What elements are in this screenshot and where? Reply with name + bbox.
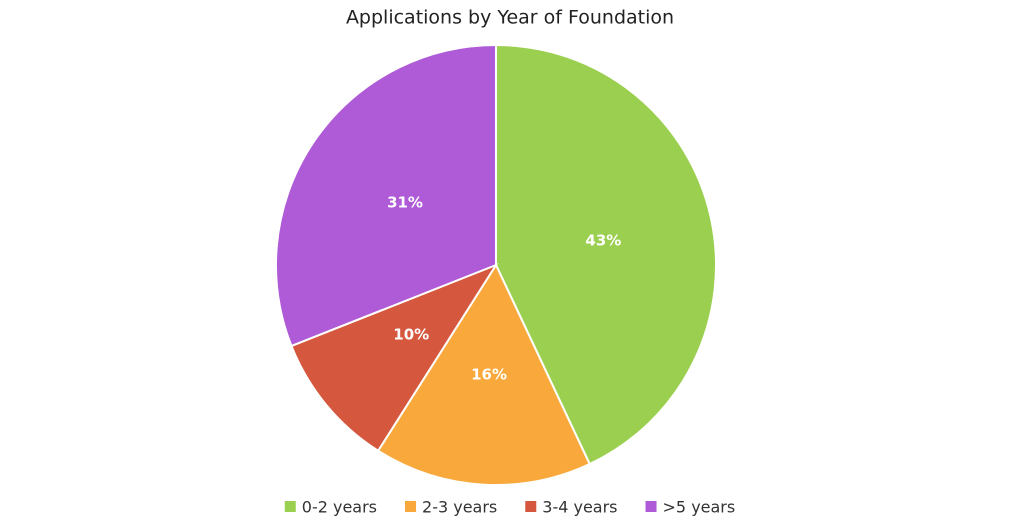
legend-label: >5 years bbox=[663, 498, 736, 517]
legend-swatch bbox=[284, 501, 296, 512]
value-label: 16% bbox=[471, 365, 507, 383]
chart-title: Applications by Year of Foundation bbox=[346, 7, 674, 29]
legend-swatch bbox=[525, 501, 537, 512]
value-label: 31% bbox=[387, 194, 423, 212]
legend-swatch bbox=[405, 501, 417, 512]
pie-slice bbox=[376, 262, 592, 486]
pie-slice bbox=[495, 43, 717, 466]
value-label: 10% bbox=[393, 326, 429, 344]
legend-label: 3-4 years bbox=[542, 498, 617, 517]
pie-slice bbox=[290, 262, 499, 453]
pie-slice bbox=[275, 43, 497, 348]
legend-swatch bbox=[645, 501, 657, 512]
value-label: 43% bbox=[585, 232, 621, 250]
legend-label: 2-3 years bbox=[422, 498, 497, 517]
legend-label: 0-2 years bbox=[302, 498, 377, 517]
